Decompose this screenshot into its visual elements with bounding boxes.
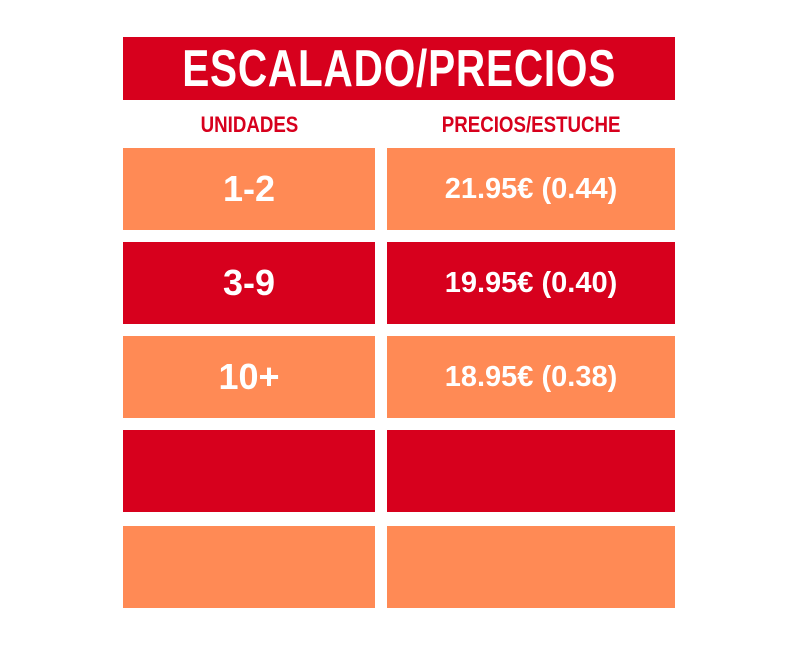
table-cell: 1-2 <box>123 148 375 230</box>
table-cell: 19.95€ (0.40) <box>387 242 675 324</box>
empty-cell <box>123 430 375 512</box>
empty-cell <box>387 430 675 512</box>
table-cell: 10+ <box>123 336 375 418</box>
table-cell: 18.95€ (0.38) <box>387 336 675 418</box>
empty-cell <box>387 526 675 608</box>
column-header-text: PRECIOS/ESTUCHE <box>441 112 621 137</box>
column-header: PRECIOS/ESTUCHE <box>387 110 675 140</box>
column-header: UNIDADES <box>123 110 375 140</box>
column-header-text: UNIDADES <box>200 112 298 137</box>
title-bar: ESCALADO/PRECIOS <box>123 37 675 100</box>
empty-cell <box>123 526 375 608</box>
title: ESCALADO/PRECIOS <box>182 39 616 98</box>
table-cell: 21.95€ (0.44) <box>387 148 675 230</box>
table-cell: 3-9 <box>123 242 375 324</box>
